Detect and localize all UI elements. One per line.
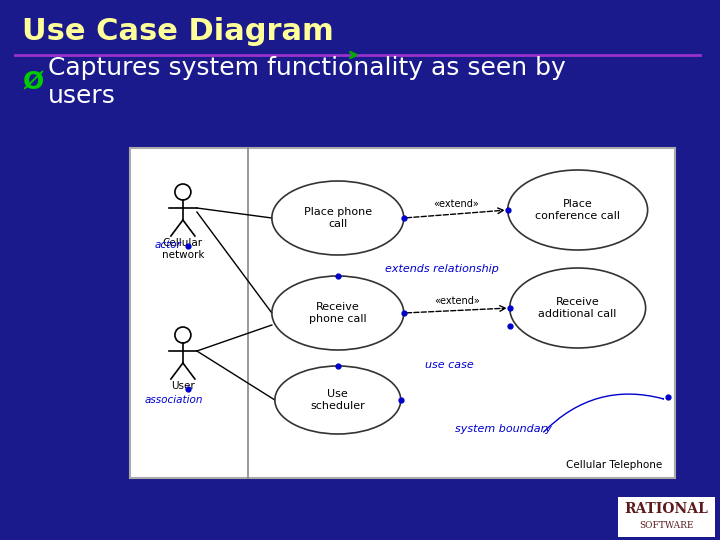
Text: SOFTWARE: SOFTWARE [639, 521, 693, 530]
Text: Ø: Ø [22, 70, 43, 94]
Text: Use
scheduler: Use scheduler [310, 389, 365, 411]
Bar [130, 148, 675, 478]
Text: «extend»: «extend» [433, 199, 479, 209]
Text: «extend»: «extend» [434, 295, 480, 306]
Text: Receive
phone call: Receive phone call [309, 302, 366, 324]
FancyArrowPatch shape [544, 394, 663, 432]
Text: User: User [171, 381, 195, 391]
Text: Captures system functionality as seen by
users: Captures system functionality as seen by… [48, 56, 566, 108]
Text: RATIONAL: RATIONAL [624, 502, 708, 516]
Bar [618, 497, 714, 537]
Text: actor: actor [155, 240, 181, 250]
Text: Place phone
call: Place phone call [304, 207, 372, 229]
Text: Use Case Diagram: Use Case Diagram [22, 17, 334, 46]
Text: use case: use case [425, 360, 474, 370]
Text: Receive
additional call: Receive additional call [539, 297, 617, 319]
Text: system boundary: system boundary [455, 424, 552, 434]
Text: extends relationship: extends relationship [384, 264, 499, 274]
Text: Place
conference call: Place conference call [535, 199, 620, 221]
Text: Cellular
network: Cellular network [162, 238, 204, 260]
Text: Cellular Telephone: Cellular Telephone [567, 460, 662, 470]
Text: association: association [145, 395, 204, 405]
